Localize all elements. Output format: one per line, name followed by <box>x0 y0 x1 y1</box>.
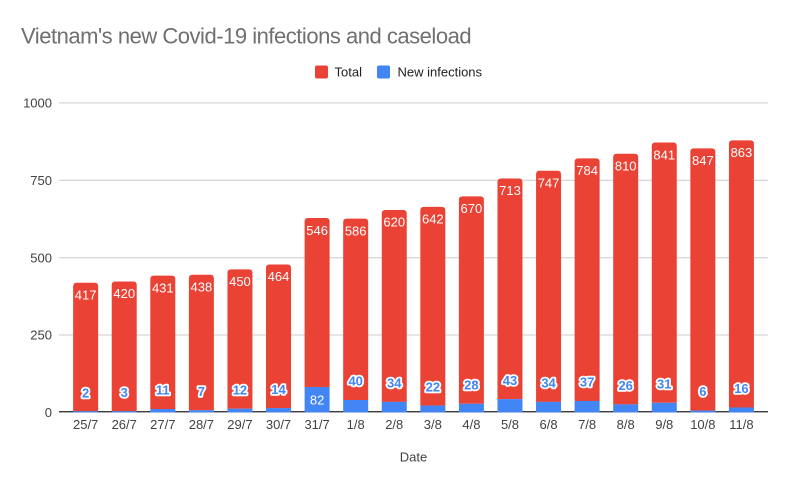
svg-text:847: 847 <box>692 153 714 168</box>
svg-text:810: 810 <box>615 158 637 173</box>
svg-text:464: 464 <box>268 269 290 284</box>
svg-text:New infections: New infections <box>398 65 483 80</box>
svg-text:417: 417 <box>75 287 97 302</box>
svg-text:25/7: 25/7 <box>73 417 98 432</box>
svg-text:6/8: 6/8 <box>540 417 558 432</box>
svg-text:7: 7 <box>198 384 205 399</box>
svg-text:14: 14 <box>271 382 286 397</box>
svg-text:1/8: 1/8 <box>347 417 365 432</box>
svg-text:28/7: 28/7 <box>189 417 214 432</box>
svg-text:28: 28 <box>464 377 478 392</box>
svg-text:7/8: 7/8 <box>578 417 596 432</box>
svg-text:37: 37 <box>580 375 594 390</box>
svg-text:3/8: 3/8 <box>424 417 442 432</box>
svg-text:8/8: 8/8 <box>617 417 635 432</box>
svg-text:500: 500 <box>30 250 52 265</box>
svg-text:431: 431 <box>152 280 174 295</box>
svg-text:Date: Date <box>400 450 427 465</box>
svg-text:40: 40 <box>348 374 362 389</box>
svg-text:0: 0 <box>45 405 52 420</box>
svg-text:713: 713 <box>499 183 521 198</box>
svg-text:2: 2 <box>82 386 89 401</box>
svg-text:6: 6 <box>699 384 706 399</box>
svg-text:16: 16 <box>734 381 748 396</box>
svg-text:34: 34 <box>541 376 556 391</box>
svg-text:12: 12 <box>233 382 247 397</box>
svg-text:34: 34 <box>387 376 402 391</box>
svg-text:11: 11 <box>156 383 170 398</box>
svg-text:9/8: 9/8 <box>655 417 673 432</box>
svg-text:4/8: 4/8 <box>462 417 480 432</box>
svg-text:3: 3 <box>121 385 128 400</box>
svg-text:5/8: 5/8 <box>501 417 519 432</box>
svg-text:30/7: 30/7 <box>266 417 291 432</box>
svg-text:642: 642 <box>422 212 444 227</box>
svg-text:22: 22 <box>426 379 440 394</box>
svg-text:82: 82 <box>310 392 324 407</box>
svg-text:747: 747 <box>538 175 560 190</box>
svg-text:31/7: 31/7 <box>304 417 329 432</box>
svg-text:250: 250 <box>30 328 52 343</box>
svg-text:620: 620 <box>383 215 405 230</box>
svg-text:841: 841 <box>653 147 675 162</box>
svg-text:10/8: 10/8 <box>690 417 715 432</box>
svg-text:11/8: 11/8 <box>729 417 753 432</box>
svg-text:27/7: 27/7 <box>150 417 175 432</box>
svg-text:Vietnam's new Covid-19 infecti: Vietnam's new Covid-19 infections and ca… <box>21 24 471 49</box>
svg-text:670: 670 <box>461 201 483 216</box>
svg-text:31: 31 <box>657 377 671 392</box>
svg-text:26: 26 <box>618 378 632 393</box>
svg-text:420: 420 <box>113 286 135 301</box>
svg-text:26/7: 26/7 <box>112 417 137 432</box>
svg-text:Total: Total <box>335 65 363 80</box>
svg-text:863: 863 <box>731 145 753 160</box>
svg-text:784: 784 <box>576 163 598 178</box>
svg-text:2/8: 2/8 <box>385 417 403 432</box>
svg-text:438: 438 <box>191 279 213 294</box>
svg-text:750: 750 <box>30 173 52 188</box>
svg-text:450: 450 <box>229 274 251 289</box>
svg-text:29/7: 29/7 <box>227 417 252 432</box>
svg-text:546: 546 <box>306 223 328 238</box>
svg-text:43: 43 <box>503 373 517 388</box>
svg-text:1000: 1000 <box>23 96 52 111</box>
svg-text:586: 586 <box>345 223 367 238</box>
